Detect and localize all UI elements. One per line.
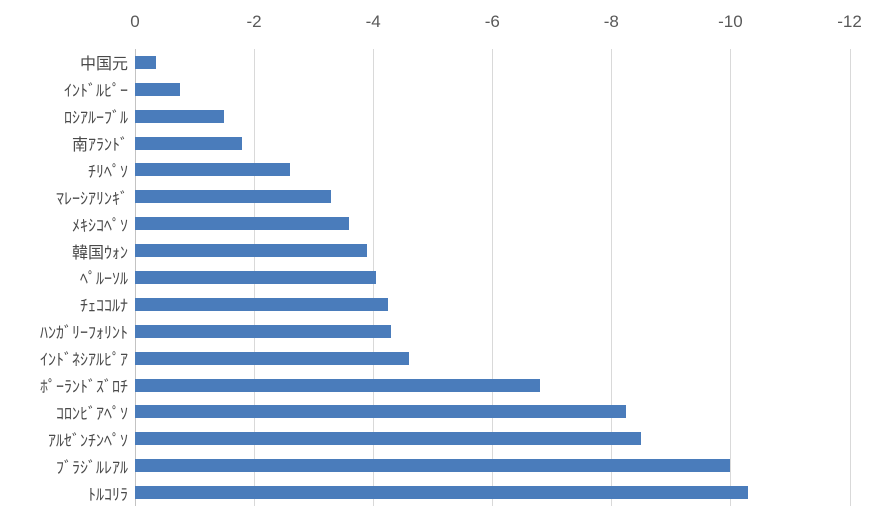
category-label: 南ｱﾗﾝﾄﾞ xyxy=(71,137,128,155)
category-label: ｱﾙｾﾞﾝﾁﾝﾍﾟｿ xyxy=(47,432,128,450)
category-label: ﾁｪｺｺﾙﾅ xyxy=(79,298,128,316)
bar xyxy=(135,459,731,473)
category-label: ﾁﾘﾍﾟｿ xyxy=(87,163,128,181)
category-label: ﾍﾟﾙｰｿﾙ xyxy=(79,271,128,289)
x-axis-tick-label: -2 xyxy=(246,12,262,31)
category-label: ﾄﾙｺﾘﾗ xyxy=(87,486,128,504)
category-label: ﾊﾝｶﾞﾘｰﾌｫﾘﾝﾄ xyxy=(39,325,128,343)
bar xyxy=(135,82,180,96)
gridline-x--12 xyxy=(849,49,851,506)
bar xyxy=(135,163,290,177)
x-axis-tick-label: -12 xyxy=(837,12,862,31)
bar xyxy=(135,405,627,419)
gridline-x--6 xyxy=(492,49,494,506)
category-label: ｲﾝﾄﾞﾈｼｱﾙﾋﾟｱ xyxy=(39,352,128,370)
category-label: ｲﾝﾄﾞﾙﾋﾟｰ xyxy=(63,83,128,101)
bar xyxy=(135,244,368,258)
category-label: ｺﾛﾝﾋﾞｱﾍﾟｿ xyxy=(55,405,128,423)
bar xyxy=(135,324,392,338)
bar xyxy=(135,217,350,231)
category-label: ﾛｼｱﾙｰﾌﾞﾙ xyxy=(63,110,128,128)
category-label: ﾎﾟｰﾗﾝﾄﾞｽﾞﾛﾁ xyxy=(39,379,128,397)
gridline-x--10 xyxy=(730,49,732,506)
category-label: ﾏﾚｰｼｱﾘﾝｷﾞ xyxy=(55,190,128,208)
bar xyxy=(135,351,409,365)
category-label: ﾒｷｼｺﾍﾟｿ xyxy=(71,217,128,235)
bar xyxy=(135,271,377,284)
category-label: 韓国ｳｫﾝ xyxy=(71,244,128,262)
bar xyxy=(135,109,225,123)
gridline-x--8 xyxy=(611,49,613,506)
x-axis-tick-label: -4 xyxy=(365,12,381,31)
bar xyxy=(135,432,642,446)
bar xyxy=(135,378,540,392)
x-axis-tick-label: -6 xyxy=(484,12,500,31)
x-axis-tick-label: -8 xyxy=(603,12,619,31)
bar xyxy=(135,136,243,150)
category-label: 中国元 xyxy=(79,56,128,74)
category-label: ﾌﾞﾗｼﾞﾙﾚｱﾙ xyxy=(55,459,128,477)
bar xyxy=(135,55,156,69)
bar xyxy=(135,297,389,311)
x-axis-tick-label: 0 xyxy=(130,12,140,31)
bar xyxy=(135,190,332,204)
bar xyxy=(135,486,749,500)
x-axis-tick-label: -10 xyxy=(718,12,743,31)
